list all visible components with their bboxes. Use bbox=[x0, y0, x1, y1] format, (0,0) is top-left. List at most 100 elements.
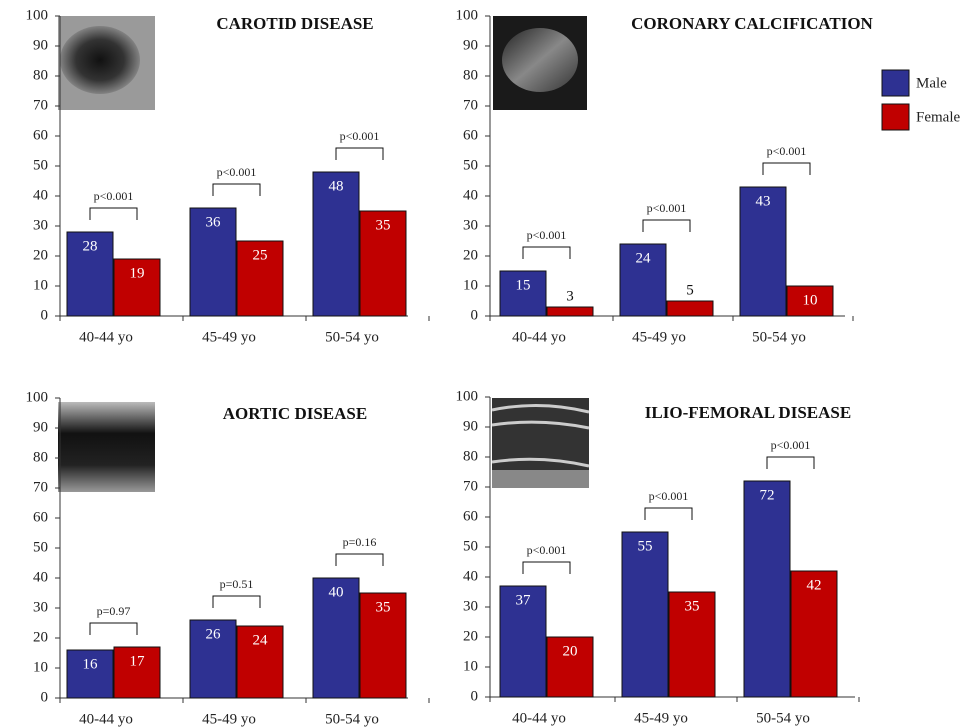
legend-label: Female bbox=[916, 109, 960, 125]
x-tick-label: 45-49 yo bbox=[634, 710, 688, 726]
legend-swatch bbox=[882, 104, 909, 130]
y-tick-label: 50 bbox=[33, 157, 48, 173]
y-tick-label: 80 bbox=[33, 67, 48, 83]
value-label: 28 bbox=[83, 238, 98, 254]
value-label: 5 bbox=[686, 282, 694, 298]
x-tick-label: 40-44 yo bbox=[79, 711, 133, 727]
y-tick-label: 70 bbox=[33, 97, 48, 113]
p-value: p<0.001 bbox=[94, 189, 134, 203]
chart: CAROTID DISEASE010203040506070809010040-… bbox=[0, 0, 973, 728]
p-bracket bbox=[336, 148, 383, 160]
y-tick-label: 80 bbox=[33, 449, 48, 465]
p-value: p<0.001 bbox=[771, 438, 811, 452]
x-tick-label: 50-54 yo bbox=[756, 710, 810, 726]
p-value: p=0.51 bbox=[220, 577, 254, 591]
value-label: 17 bbox=[130, 653, 146, 669]
y-tick-label: 0 bbox=[471, 307, 479, 323]
value-label: 24 bbox=[253, 632, 269, 648]
value-label: 15 bbox=[516, 277, 531, 293]
bar bbox=[547, 307, 593, 316]
y-tick-label: 100 bbox=[456, 388, 479, 404]
chart-title: CAROTID DISEASE bbox=[216, 14, 373, 33]
y-tick-label: 100 bbox=[26, 7, 49, 23]
y-tick-label: 80 bbox=[463, 448, 478, 464]
value-label: 40 bbox=[329, 584, 344, 600]
value-label: 48 bbox=[329, 178, 344, 194]
y-tick-label: 0 bbox=[41, 689, 49, 705]
y-tick-label: 70 bbox=[463, 97, 478, 113]
y-tick-label: 90 bbox=[33, 37, 48, 53]
x-tick-label: 45-49 yo bbox=[202, 329, 256, 345]
p-bracket bbox=[213, 596, 260, 608]
value-label: 43 bbox=[756, 193, 771, 209]
x-tick-label: 40-44 yo bbox=[79, 329, 133, 345]
y-tick-label: 90 bbox=[463, 37, 478, 53]
value-label: 19 bbox=[130, 265, 145, 281]
y-tick-label: 90 bbox=[463, 418, 478, 434]
x-tick-label: 50-54 yo bbox=[752, 329, 806, 345]
y-tick-label: 90 bbox=[33, 419, 48, 435]
chart-title: ILIO-FEMORAL DISEASE bbox=[645, 403, 851, 422]
p-value: p<0.001 bbox=[340, 129, 380, 143]
value-label: 35 bbox=[376, 599, 391, 615]
value-label: 25 bbox=[253, 247, 268, 263]
p-bracket bbox=[645, 508, 692, 520]
y-tick-label: 70 bbox=[33, 479, 48, 495]
value-label: 20 bbox=[563, 643, 578, 659]
y-tick-label: 80 bbox=[463, 67, 478, 83]
value-label: 36 bbox=[206, 214, 222, 230]
p-bracket bbox=[213, 184, 260, 196]
y-tick-label: 40 bbox=[33, 569, 48, 585]
y-tick-label: 10 bbox=[463, 277, 478, 293]
value-label: 24 bbox=[636, 250, 652, 266]
y-tick-label: 40 bbox=[33, 187, 48, 203]
y-tick-label: 40 bbox=[463, 568, 478, 584]
value-label: 26 bbox=[206, 626, 222, 642]
value-label: 35 bbox=[376, 217, 391, 233]
p-bracket bbox=[90, 208, 137, 220]
value-label: 72 bbox=[760, 487, 775, 503]
x-tick-label: 45-49 yo bbox=[202, 711, 256, 727]
chart-title: AORTIC DISEASE bbox=[223, 404, 367, 423]
y-tick-label: 100 bbox=[456, 7, 479, 23]
x-tick-label: 40-44 yo bbox=[512, 329, 566, 345]
x-tick-label: 50-54 yo bbox=[325, 329, 379, 345]
y-tick-label: 10 bbox=[33, 659, 48, 675]
p-bracket bbox=[763, 163, 810, 175]
value-label: 10 bbox=[803, 292, 818, 308]
y-tick-label: 30 bbox=[463, 598, 478, 614]
x-tick-label: 45-49 yo bbox=[632, 329, 686, 345]
y-tick-label: 70 bbox=[463, 478, 478, 494]
y-tick-label: 100 bbox=[26, 389, 49, 405]
p-bracket bbox=[336, 554, 383, 566]
y-tick-label: 30 bbox=[463, 217, 478, 233]
value-label: 42 bbox=[807, 577, 822, 593]
p-value: p=0.16 bbox=[343, 535, 377, 549]
y-tick-label: 20 bbox=[33, 629, 48, 645]
value-label: 3 bbox=[566, 288, 574, 304]
y-tick-label: 50 bbox=[33, 539, 48, 555]
p-value: p=0.97 bbox=[97, 604, 131, 618]
p-value: p<0.001 bbox=[767, 144, 807, 158]
p-value: p<0.001 bbox=[527, 228, 567, 242]
y-tick-label: 50 bbox=[463, 538, 478, 554]
p-value: p<0.001 bbox=[647, 201, 687, 215]
p-value: p<0.001 bbox=[527, 543, 567, 557]
p-value: p<0.001 bbox=[217, 165, 257, 179]
p-bracket bbox=[523, 562, 570, 574]
y-tick-label: 30 bbox=[33, 599, 48, 615]
y-tick-label: 0 bbox=[41, 307, 49, 323]
value-label: 16 bbox=[83, 656, 99, 672]
bar bbox=[744, 481, 790, 697]
p-value: p<0.001 bbox=[649, 489, 689, 503]
y-tick-label: 10 bbox=[33, 277, 48, 293]
y-tick-label: 20 bbox=[463, 628, 478, 644]
legend-swatch bbox=[882, 70, 909, 96]
p-bracket bbox=[90, 623, 137, 635]
y-tick-label: 20 bbox=[33, 247, 48, 263]
y-tick-label: 40 bbox=[463, 187, 478, 203]
y-tick-label: 60 bbox=[463, 508, 478, 524]
p-bracket bbox=[643, 220, 690, 232]
bar bbox=[667, 301, 713, 316]
y-tick-label: 60 bbox=[33, 127, 48, 143]
